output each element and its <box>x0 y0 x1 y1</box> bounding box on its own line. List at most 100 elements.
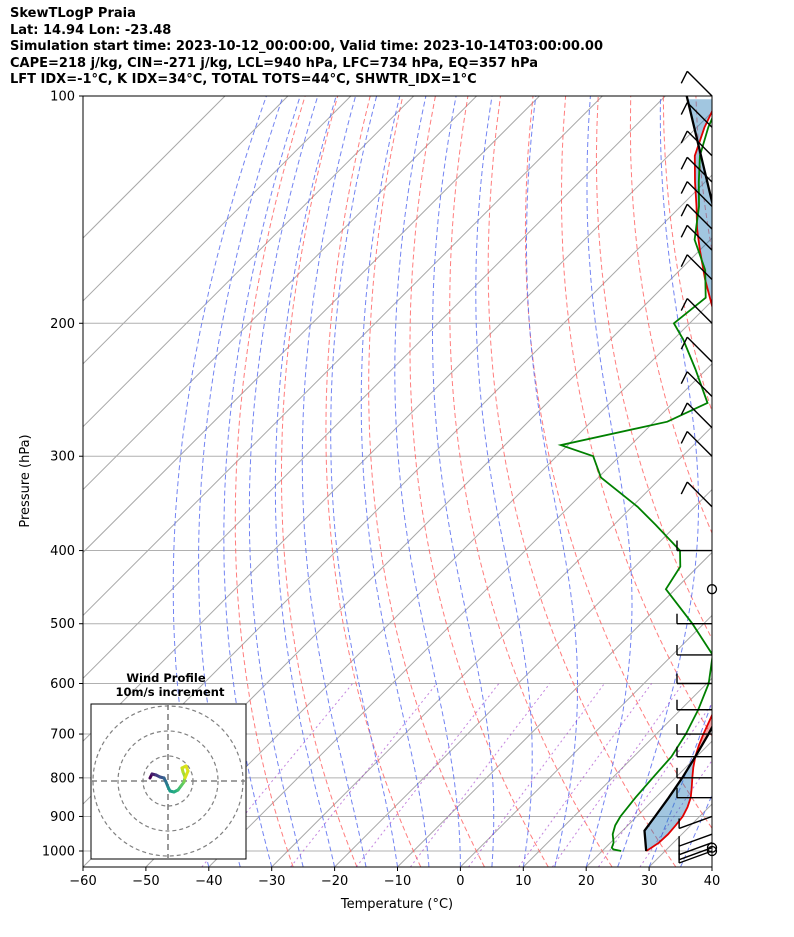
moist-adiabat <box>394 96 461 867</box>
x-tick-label: −20 <box>321 874 348 889</box>
dry-adiabat <box>560 96 712 738</box>
mixing-ratio-line <box>639 759 712 867</box>
moist-adiabat <box>585 96 633 867</box>
dry-adiabat <box>662 96 712 414</box>
moist-adiabat <box>198 96 284 867</box>
moist-adiabat <box>301 96 367 867</box>
mixing-ratio-line <box>518 683 653 867</box>
isotherm-line <box>334 488 712 867</box>
moist-adiabat <box>648 700 712 867</box>
cin-area <box>644 749 700 851</box>
wind-barb <box>680 298 713 324</box>
wind-barb <box>680 156 713 183</box>
y-axis-label: Pressure (hPa) <box>18 434 33 527</box>
y-tick-label: 400 <box>50 544 75 559</box>
cin-area-upper <box>687 99 712 306</box>
barb-staff <box>678 815 713 830</box>
moist-adiabat <box>248 96 319 867</box>
barb-flag <box>680 254 688 268</box>
isotherm-line <box>83 96 540 554</box>
barb-flag <box>680 181 688 194</box>
moist-adiabat <box>330 96 398 867</box>
wind-barb <box>680 481 713 508</box>
y-tick-label: 700 <box>50 728 75 743</box>
x-tick-label: −40 <box>195 874 222 889</box>
wind-barb <box>676 673 712 685</box>
dry-adiabat <box>487 96 677 867</box>
barb-staff <box>686 203 713 230</box>
axes: −60 −50 −40 −30 −20 −10 0 10 20 30 40 1000 900 800 700… <box>42 90 720 890</box>
wind-barb <box>678 845 718 864</box>
isotherm-line <box>83 96 226 239</box>
hodograph-subtitle: 10m/s increment <box>116 685 225 699</box>
isotherm-line <box>83 96 289 302</box>
moist-adiabat <box>360 96 430 867</box>
isotherm-line <box>145 300 712 867</box>
wind-barb <box>680 371 713 397</box>
x-tick-label: 10 <box>515 874 532 889</box>
x-tick-label: −10 <box>384 874 411 889</box>
wind-barb <box>680 430 713 457</box>
barb-flag <box>680 102 688 115</box>
barb-staff <box>686 402 713 429</box>
moist-adiabat <box>223 96 301 867</box>
dewpoint-line <box>557 116 712 852</box>
wind-barb <box>678 815 713 830</box>
barb-flag <box>680 371 688 385</box>
wind-barb <box>680 336 713 363</box>
mixing-ratio-line <box>290 683 438 867</box>
isotherm-line <box>397 551 712 867</box>
wind-barb <box>680 402 713 429</box>
barb-staff <box>686 70 713 97</box>
barb-staff <box>686 224 713 251</box>
y-tick-label: 500 <box>50 617 75 632</box>
mixing-ratio-line <box>355 683 500 867</box>
temperature-line <box>645 109 712 852</box>
barb-staff <box>686 298 713 324</box>
time-info: Simulation start time: 2023-10-12_00:00:… <box>10 39 603 55</box>
barb-flag <box>680 402 688 416</box>
x-tick-label: −50 <box>132 874 159 889</box>
hodograph-title: Wind Profile <box>126 671 206 685</box>
y-tick-label: 200 <box>50 317 75 332</box>
wind-barb <box>676 613 712 625</box>
wind-barbs <box>676 70 718 864</box>
isotherm-line <box>83 96 352 365</box>
wind-barb <box>680 130 713 157</box>
wind-barb <box>676 699 712 711</box>
y-tick-label: 800 <box>50 771 75 786</box>
barb-staff <box>686 336 713 363</box>
barb-staff <box>686 481 713 508</box>
barb-staff <box>686 130 713 157</box>
x-tick-label: 0 <box>456 874 464 889</box>
wind-barb <box>676 644 712 656</box>
isotherm-line <box>208 363 712 867</box>
moist-adiabat <box>711 865 712 867</box>
isotherm-line <box>83 96 603 617</box>
dry-adiabat <box>761 96 794 867</box>
dry-adiabat <box>325 96 422 867</box>
y-tick-label: 900 <box>50 810 75 825</box>
x-tick-label: −60 <box>69 874 96 889</box>
location-info: Lat: 14.94 Lon: -23.48 <box>10 22 172 38</box>
wind-barb <box>680 224 713 251</box>
wind-barb <box>676 540 712 552</box>
barb-staff <box>686 371 713 397</box>
index-info: LFT IDX=-1°C, K IDX=34°C, TOTAL TOTS=44°… <box>10 72 477 88</box>
barb-staff <box>686 181 713 207</box>
barb-staff <box>678 850 713 864</box>
wind-barb <box>680 254 713 280</box>
wind-barb <box>676 767 712 779</box>
barb-staff <box>686 430 713 457</box>
chart-header: SkewTLogP Praia Lat: 14.94 Lon: -23.48 S… <box>10 6 603 89</box>
isotherm-line <box>585 740 712 867</box>
isotherm-line <box>271 425 712 867</box>
dry-adiabat <box>449 96 613 867</box>
mixing-ratio-line <box>468 683 605 867</box>
grid-layer <box>83 96 712 867</box>
wind-barb <box>678 842 713 856</box>
barb-flag <box>680 156 688 170</box>
barb-flag <box>680 431 688 444</box>
dry-adiabat <box>281 96 358 867</box>
